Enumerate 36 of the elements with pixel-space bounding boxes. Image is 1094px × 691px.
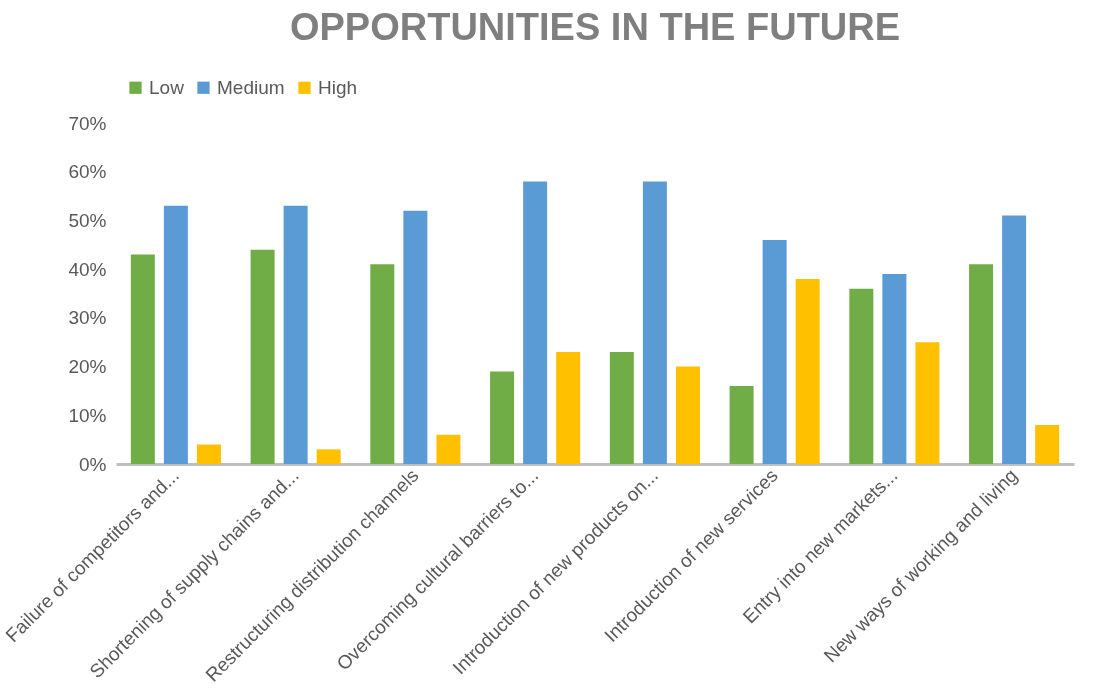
bar [370,264,395,464]
bar [523,181,548,464]
bar [196,444,221,464]
y-tick-label: 20% [68,356,107,378]
y-tick-label: 30% [68,307,107,329]
bar [163,205,188,464]
bar [609,351,634,464]
bar [969,264,994,464]
bar [556,351,581,464]
chart-title: OPPORTUNITIES IN THE FUTURE [289,6,901,48]
bar [915,342,940,464]
bar [642,181,667,464]
bar [882,274,907,464]
bar [1002,215,1027,464]
bar [250,249,275,464]
y-tick-label: 0% [79,453,107,475]
bar [729,386,754,464]
y-tick-label: 60% [68,161,107,183]
legend-label: High [318,76,358,98]
bar [762,239,787,464]
legend-label: Low [149,76,185,98]
bar [436,434,461,464]
legend-label: Medium [217,76,285,98]
bar [675,366,700,464]
bar [316,449,341,464]
y-tick-label: 10% [68,404,107,426]
bar [1035,425,1060,464]
y-tick-label: 40% [68,258,107,280]
bar [490,371,515,464]
bar [795,278,820,464]
bar [283,205,308,464]
bar [403,210,428,464]
y-tick-label: 70% [68,112,107,134]
bar [849,288,874,464]
y-tick-label: 50% [68,209,107,231]
bar [130,254,155,464]
